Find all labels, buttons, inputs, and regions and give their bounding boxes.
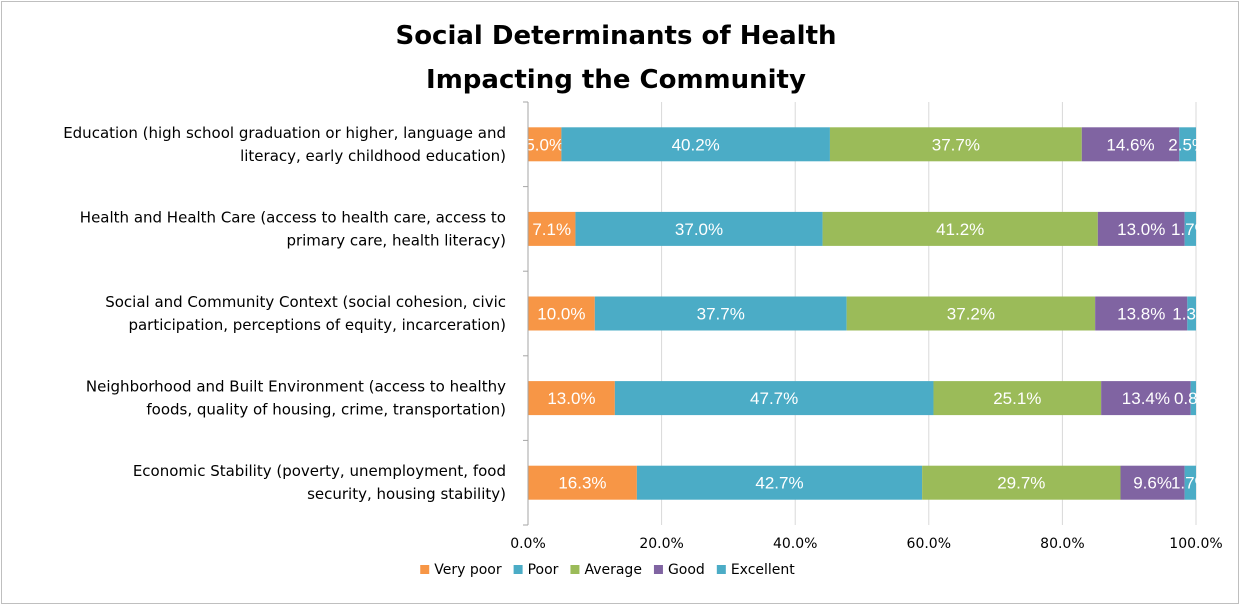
- x-tick-label: 80.0%: [1040, 536, 1084, 552]
- legend-swatch: [570, 565, 580, 574]
- category-label-line: security, housing stability): [307, 485, 506, 503]
- legend-swatch: [513, 565, 523, 574]
- legend-swatch: [420, 565, 430, 574]
- legend-label: Excellent: [731, 562, 795, 578]
- data-label: 37.7%: [697, 305, 745, 324]
- data-label: 10.0%: [537, 305, 585, 324]
- data-label: 37.7%: [932, 135, 980, 154]
- legend-label: Good: [668, 562, 705, 578]
- data-label: 16.3%: [558, 474, 606, 493]
- category-label-line: Health and Health Care (access to health…: [80, 208, 506, 226]
- bar-segment: [1184, 211, 1196, 246]
- data-label: 2.5%: [1168, 135, 1207, 154]
- category-label-line: foods, quality of housing, crime, transp…: [146, 401, 506, 419]
- data-label: 13.0%: [1117, 220, 1165, 239]
- bar-segment: [561, 127, 830, 162]
- x-tick-label: 60.0%: [907, 536, 951, 552]
- bar-segment: [822, 211, 1098, 246]
- data-label: 13.4%: [1122, 389, 1170, 408]
- bar-segment: [528, 381, 615, 416]
- category-label-line: Education (high school graduation or hig…: [63, 124, 506, 142]
- bar-segment: [1081, 127, 1180, 162]
- category-label-line: Social and Community Context (social coh…: [105, 293, 506, 311]
- x-tick-label: 40.0%: [773, 536, 817, 552]
- bar-segment: [528, 127, 562, 162]
- bar-segment: [1095, 296, 1188, 331]
- axes: [523, 101, 529, 526]
- data-label: 1.7%: [1171, 220, 1210, 239]
- chart-title: Social Determinants of Health Impacting …: [395, 21, 836, 95]
- category-label-line: Economic Stability (poverty, unemploymen…: [133, 462, 506, 480]
- category-label: Education (high school graduation or hig…: [63, 124, 506, 165]
- legend-swatch: [653, 565, 663, 574]
- bar-segment: [614, 381, 934, 416]
- data-label: 7.1%: [532, 220, 571, 239]
- bar-segment: [1120, 465, 1185, 500]
- bar-segment: [1184, 465, 1196, 500]
- data-label: 47.7%: [750, 389, 798, 408]
- category-label: Health and Health Care (access to health…: [80, 208, 506, 249]
- x-axis-tick-labels: 0.0% 20.0% 40.0% 60.0% 80.0% 100.0%: [510, 536, 1222, 552]
- bar-segment: [594, 296, 847, 331]
- category-label: Social and Community Context (social coh…: [105, 293, 506, 334]
- data-label: 1.3%: [1172, 305, 1211, 324]
- bar-segment: [1190, 381, 1196, 416]
- chart-title-line-1: Social Determinants of Health: [395, 21, 836, 51]
- data-label: 0.8%: [1174, 389, 1213, 408]
- bar-segment: [1187, 296, 1196, 331]
- legend: Very poor Poor Average Good Excellent: [420, 562, 795, 578]
- bar-segment: [829, 127, 1082, 162]
- data-label: 9.6%: [1133, 474, 1172, 493]
- bar-segment: [528, 211, 576, 246]
- bars: 5.0% 40.2% 37.7% 14.6% 2.5% 7.1% 37.0% 41.2% 13.…: [525, 127, 1213, 500]
- x-tick-label: 20.0%: [639, 536, 683, 552]
- data-label: 40.2%: [672, 135, 720, 154]
- legend-label: Poor: [528, 562, 559, 578]
- category-label: Economic Stability (poverty, unemploymen…: [133, 462, 506, 503]
- bar-segment: [933, 381, 1102, 416]
- data-label: 41.2%: [936, 220, 984, 239]
- legend-swatch: [716, 565, 726, 574]
- legend-label: Average: [584, 562, 642, 578]
- data-label: 25.1%: [993, 389, 1041, 408]
- data-label: 14.6%: [1106, 135, 1154, 154]
- bar-segment: [1097, 211, 1185, 246]
- data-label: 5.0%: [525, 135, 564, 154]
- bar-segment: [846, 296, 1096, 331]
- category-label-line: Neighborhood and Built Environment (acce…: [86, 378, 506, 396]
- data-label: 13.0%: [547, 389, 595, 408]
- data-label: 37.2%: [947, 305, 995, 324]
- bar-segment: [575, 211, 823, 246]
- x-tick-label: 0.0%: [510, 536, 546, 552]
- data-label: 29.7%: [997, 474, 1045, 493]
- legend-label: Very poor: [434, 562, 502, 578]
- bar-segment: [528, 296, 595, 331]
- bar-segment: [922, 465, 1121, 500]
- category-labels: Education (high school graduation or hig…: [63, 124, 506, 503]
- category-label-line: participation, perceptions of equity, in…: [128, 316, 506, 334]
- bar-segment: [528, 465, 637, 500]
- bar-segment: [636, 465, 923, 500]
- data-label: 1.7%: [1171, 474, 1210, 493]
- category-label-line: primary care, health literacy): [286, 231, 506, 249]
- bar-segment: [1101, 381, 1191, 416]
- x-tick-label: 100.0%: [1169, 536, 1222, 552]
- category-label-line: literacy, early childhood education): [240, 147, 506, 165]
- bar-segment: [1179, 127, 1196, 162]
- data-label: 37.0%: [675, 220, 723, 239]
- data-label: 13.8%: [1117, 305, 1165, 324]
- chart-title-line-2: Impacting the Community: [426, 65, 806, 95]
- data-label: 42.7%: [755, 474, 803, 493]
- category-label: Neighborhood and Built Environment (acce…: [86, 378, 506, 419]
